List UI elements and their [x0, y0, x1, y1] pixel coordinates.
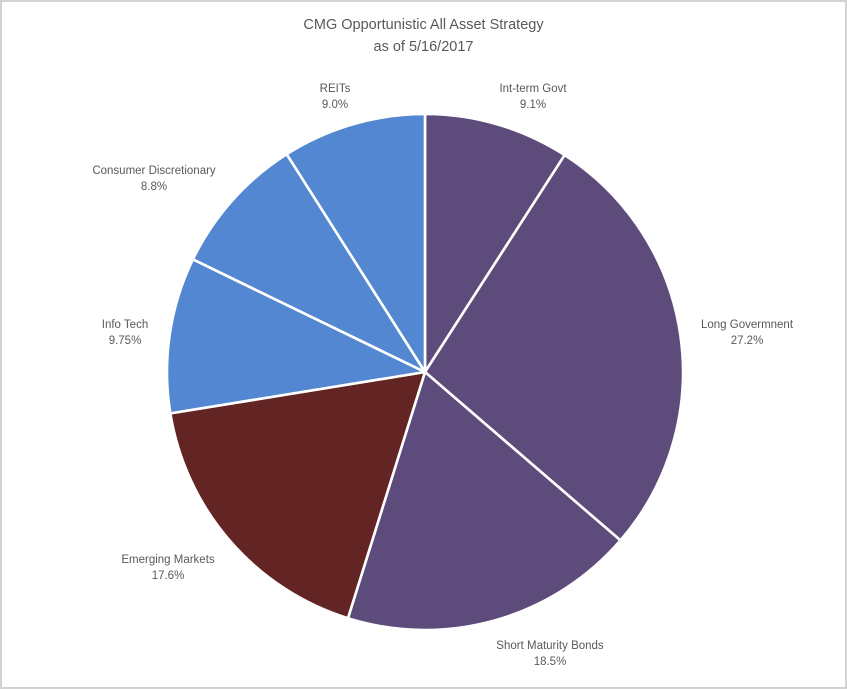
pie-slice-info-tech: [165, 258, 427, 415]
chart-title: CMG Opportunistic All Asset Strategy as …: [2, 14, 845, 58]
label-short-maturity-bonds: Short Maturity Bonds 18.5%: [496, 639, 603, 670]
pie-slice-reits: [285, 112, 427, 374]
label-info-tech-value: 9.75%: [108, 334, 142, 347]
label-info-tech-name: Info Tech: [101, 319, 149, 331]
label-short-maturity-bonds-value: 18.5%: [533, 655, 567, 668]
label-reits: REITs 9.0%: [320, 82, 351, 113]
pie-slice-short-maturity-bonds: [346, 370, 622, 632]
pie-slice-emerging-markets: [169, 370, 427, 620]
label-consumer-discretionary: Consumer Discretionary 8.8%: [92, 164, 215, 195]
label-long-govermnent-value: 27.2%: [730, 334, 764, 347]
label-emerging-markets: Emerging Markets 17.6%: [121, 553, 214, 584]
label-int-term-govt-value: 9.1%: [519, 98, 547, 111]
label-emerging-markets-value: 17.6%: [151, 569, 185, 582]
pie-slice-int-term-govt: [423, 112, 566, 374]
label-emerging-markets-name: Emerging Markets: [121, 554, 215, 566]
label-long-govermnent-name: Long Govermnent: [700, 319, 794, 331]
chart-title-line2: as of 5/16/2017: [373, 39, 474, 55]
label-long-govermnent: Long Govermnent 27.2%: [701, 318, 793, 349]
label-reits-name: REITs: [319, 83, 351, 95]
label-int-term-govt: Int-term Govt 9.1%: [499, 82, 566, 113]
label-info-tech: Info Tech 9.75%: [102, 318, 148, 349]
label-reits-value: 9.0%: [321, 98, 349, 111]
pie-slice-consumer-discretionary: [191, 152, 427, 374]
pie-slice-long-govermnent: [423, 153, 685, 542]
chart-title-line1: CMG Opportunistic All Asset Strategy: [303, 17, 544, 33]
label-short-maturity-bonds-name: Short Maturity Bonds: [496, 640, 604, 652]
label-consumer-discretionary-value: 8.8%: [140, 180, 168, 193]
label-int-term-govt-name: Int-term Govt: [499, 83, 567, 95]
label-consumer-discretionary-name: Consumer Discretionary: [92, 165, 216, 177]
